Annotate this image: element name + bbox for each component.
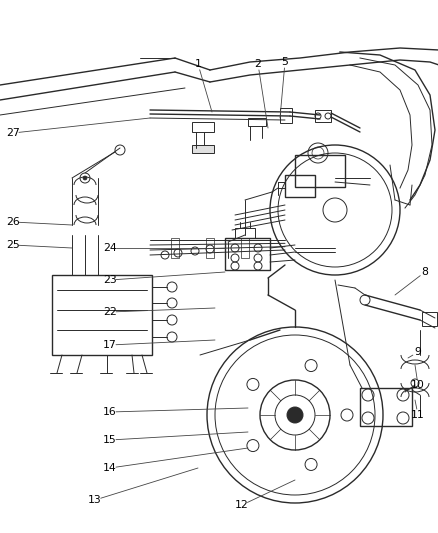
Bar xyxy=(191,145,213,153)
Text: 5: 5 xyxy=(281,57,288,67)
Text: 23: 23 xyxy=(103,275,117,285)
Text: 10: 10 xyxy=(410,380,424,390)
Bar xyxy=(240,238,248,258)
Bar xyxy=(205,238,213,258)
Bar xyxy=(191,122,213,132)
Circle shape xyxy=(286,407,302,423)
Bar xyxy=(421,312,436,326)
Text: 22: 22 xyxy=(103,307,117,317)
Text: 2: 2 xyxy=(254,59,261,69)
Bar xyxy=(52,275,152,355)
Text: 9: 9 xyxy=(413,347,420,357)
Bar xyxy=(279,108,291,123)
Text: 17: 17 xyxy=(103,340,117,350)
Circle shape xyxy=(83,176,87,180)
Bar xyxy=(225,238,269,270)
Bar xyxy=(359,388,411,426)
Text: 27: 27 xyxy=(6,128,20,138)
Text: 26: 26 xyxy=(6,217,20,227)
Text: 16: 16 xyxy=(103,407,117,417)
Text: 8: 8 xyxy=(420,267,427,277)
Bar xyxy=(171,238,179,258)
Text: 12: 12 xyxy=(235,500,248,510)
Bar xyxy=(314,110,330,122)
Text: 11: 11 xyxy=(410,410,424,420)
Text: 24: 24 xyxy=(103,243,117,253)
Bar xyxy=(294,155,344,187)
Text: 25: 25 xyxy=(6,240,20,250)
Text: 13: 13 xyxy=(88,495,102,505)
Bar xyxy=(247,118,265,126)
Bar xyxy=(234,228,254,238)
Text: 1: 1 xyxy=(194,59,201,69)
Text: 14: 14 xyxy=(103,463,117,473)
Bar xyxy=(284,175,314,197)
Text: 15: 15 xyxy=(103,435,117,445)
